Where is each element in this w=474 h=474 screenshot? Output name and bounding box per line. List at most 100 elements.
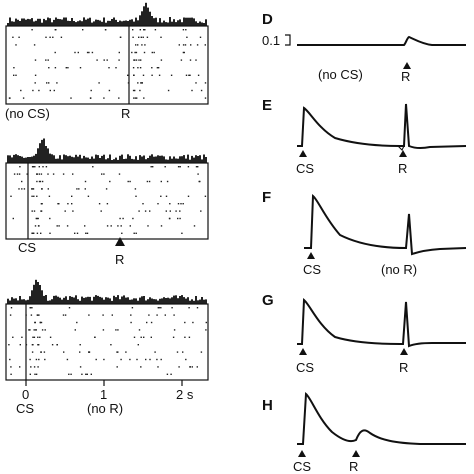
spike-dot (149, 210, 151, 212)
spike-dot (51, 344, 54, 346)
histogram-bar (61, 19, 63, 26)
histogram-bar (115, 19, 117, 26)
spike-dot (38, 314, 40, 316)
histogram-bar (135, 17, 137, 26)
spike-dot (196, 366, 198, 368)
spike-dot (166, 180, 169, 183)
spike-dot (143, 97, 145, 99)
spike-dot (88, 351, 91, 353)
spike-dot (120, 358, 122, 361)
histogram-bar (21, 299, 23, 304)
spike-dot (108, 89, 111, 92)
histogram-bar (79, 300, 81, 304)
histogram-bar (153, 299, 155, 304)
histogram-bar (43, 18, 45, 26)
spike-dot (35, 373, 38, 375)
histogram-bar (49, 153, 51, 163)
histogram-bar (137, 300, 139, 304)
spike-dot (184, 336, 186, 338)
spike-dot (68, 373, 70, 375)
spike-dot (160, 59, 163, 61)
histogram-bar (75, 22, 77, 26)
spike-dot (146, 321, 148, 324)
spike-dot (136, 97, 138, 99)
r-label-middle-left: R (115, 252, 124, 267)
histogram-bar (111, 19, 113, 26)
spike-dot (49, 336, 52, 338)
spike-dot (37, 344, 39, 346)
histogram-bar (101, 297, 103, 304)
histogram-bar (123, 295, 125, 304)
spike-dot (34, 321, 36, 324)
spike-dot (192, 321, 194, 324)
spike-dot (145, 358, 147, 361)
histogram-bar (129, 155, 131, 163)
histogram-bar (109, 20, 111, 26)
spike-dot (134, 51, 136, 54)
spike-dot (116, 351, 118, 353)
histogram-bar (113, 295, 115, 304)
spike-dot (10, 366, 12, 368)
spike-dot (70, 373, 72, 375)
raster-middle (10, 166, 207, 234)
histogram-bar (135, 156, 137, 163)
spike-dot (184, 44, 187, 46)
spike-dot (52, 36, 54, 38)
spike-dot (153, 51, 155, 54)
histogram-bar (103, 17, 105, 26)
histogram-bar (131, 299, 133, 304)
histogram-bar (133, 21, 135, 26)
trace-d (297, 35, 466, 46)
panel-f-label-cs: CS (303, 262, 321, 277)
spike-dot (9, 314, 12, 316)
spike-dot (40, 232, 42, 234)
spike-dot (171, 307, 173, 309)
histogram-bar (35, 279, 37, 304)
spike-dot (193, 225, 196, 227)
spike-dot (31, 195, 33, 197)
histogram-bar (193, 157, 195, 163)
histogram-bar (15, 18, 17, 26)
spike-dot (190, 44, 192, 46)
histogram-bar (139, 155, 141, 163)
spike-dot (13, 67, 15, 69)
histogram-bar (201, 159, 203, 163)
histogram-bar (11, 21, 13, 26)
histogram-bar (125, 20, 127, 26)
spike-dot (167, 89, 170, 92)
histogram-bar (187, 297, 189, 304)
trace-g (297, 297, 466, 348)
spike-dot (166, 373, 169, 375)
spike-dot (195, 82, 197, 84)
spike-dot (179, 210, 181, 212)
spike-dot (15, 74, 17, 76)
trace-e-dip (397, 145, 405, 151)
spike-dot (132, 67, 135, 69)
histogram-bar (59, 297, 61, 304)
spike-dot (86, 51, 89, 54)
spike-dot (25, 344, 28, 346)
spike-dot (84, 188, 86, 190)
histogram-bar (201, 22, 203, 26)
histogram-bar (171, 297, 173, 304)
histogram-bar (77, 156, 79, 163)
spike-dot (34, 225, 37, 227)
histogram-bar (127, 21, 129, 26)
spike-dot (98, 203, 101, 205)
spike-dot (31, 166, 34, 168)
histogram-bar (119, 155, 121, 163)
histogram-bar (89, 17, 91, 26)
spike-dot (160, 307, 162, 309)
spike-dot (165, 210, 167, 212)
histogram-bar (199, 155, 201, 163)
spike-dot (78, 188, 80, 190)
spike-dot (101, 173, 103, 175)
spike-dot (71, 203, 73, 205)
spike-dot (144, 210, 147, 212)
histogram-bar (117, 22, 119, 26)
spike-dot (204, 97, 207, 99)
spike-dot (32, 166, 35, 168)
spike-dot (100, 210, 102, 212)
spike-dot (74, 329, 76, 331)
histogram-bar (145, 2, 147, 27)
